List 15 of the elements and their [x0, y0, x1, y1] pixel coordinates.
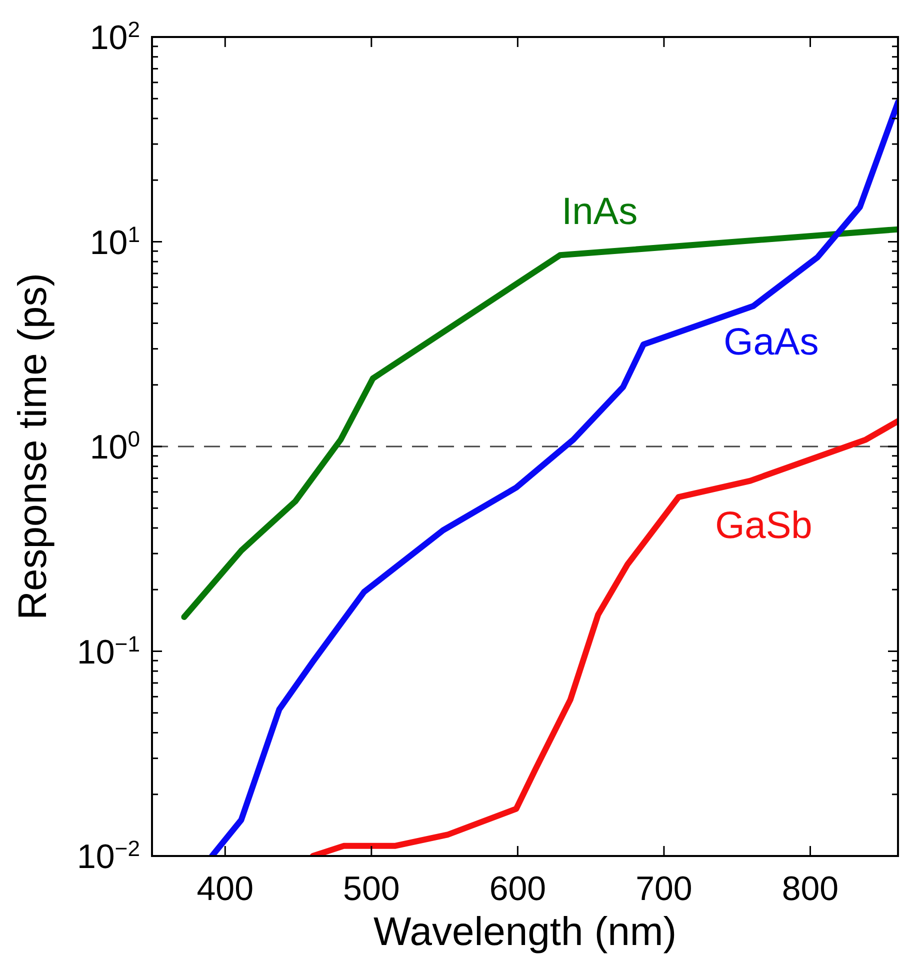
y-axis-title: Response time (ps)	[11, 273, 55, 620]
y-tick-label: 10$^{1}$	[90, 221, 140, 262]
y-tick-label: 10$^{2}$	[90, 16, 140, 57]
series-label: GaSb	[715, 505, 812, 548]
x-tick-label: 800	[782, 870, 839, 908]
y-tick-label: 10$^{0}$	[90, 426, 140, 466]
x-tick-label: 600	[489, 870, 546, 908]
x-tick-label: 700	[636, 870, 692, 908]
series-label: InAs	[562, 191, 638, 234]
x-tick-label: 400	[196, 870, 254, 908]
series-label: GaAs	[724, 321, 819, 364]
y-tick-label: 10$^{−2}$	[76, 836, 140, 876]
y-tick-label: 10$^{−1}$	[76, 630, 140, 672]
x-tick-label: 500	[343, 870, 400, 908]
x-axis-title: Wavelength (nm)	[373, 910, 677, 954]
